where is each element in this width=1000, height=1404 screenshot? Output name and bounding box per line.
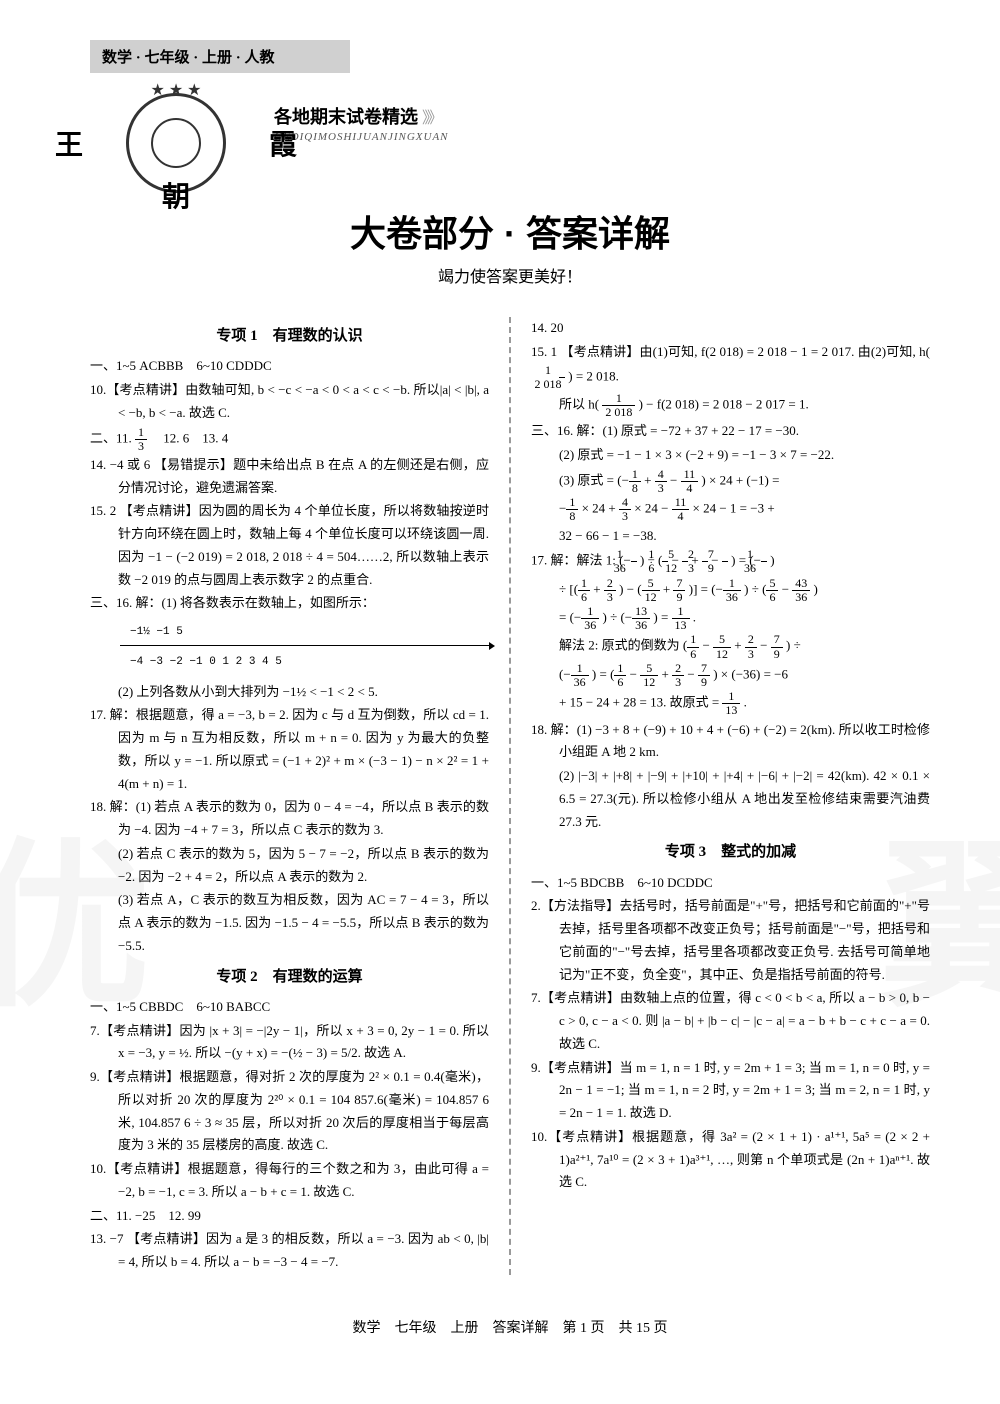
section3-title: 专项 3 整式的加减 <box>531 839 930 865</box>
nl-upper-labels: −1½ −1 5 <box>120 623 489 642</box>
logo-area: ★ ★ ★ 王 霞 朝 各地期末试卷精选 》》 GEDIQIMOSHIJUANJ… <box>90 93 930 193</box>
s1-q18b: (2) 若点 C 表示的数为 5，因为 5 − 7 = −2，所以点 B 表示的… <box>90 843 489 889</box>
s2-answers-1: 一、1~5 CBBDC 6~10 BABCC <box>90 996 489 1019</box>
column-divider <box>509 317 511 1275</box>
s1-q18a: 18. 解：(1) 若点 A 表示的数为 0，因为 0 − 4 = −4，所以点… <box>90 796 489 842</box>
s1-line2b: 12. 6 13. 4 <box>150 430 228 445</box>
left-column: 专项 1 有理数的认识 一、1~5 ACBBB 6~10 CDDDC 10.【考… <box>90 317 489 1275</box>
r-q17-line2: ÷ [(16 + 23 ) − (512 + 79 )] = (−136 ) ÷… <box>531 577 930 604</box>
frac-1-2018a: 12 018 <box>559 364 565 391</box>
r-q15: 15. 1 【考点精讲】由(1)可知, f(2 018) = 2 018 − 1… <box>531 341 930 391</box>
section1-title: 专项 1 有理数的认识 <box>90 323 489 349</box>
right-column: 14. 20 15. 1 【考点精讲】由(1)可知, f(2 018) = 2 … <box>531 317 930 1275</box>
s1-q10: 10.【考点精讲】由数轴可知, b < −c < −a < 0 < a < c … <box>90 379 489 425</box>
main-title: 大卷部分 · 答案详解 <box>90 205 930 257</box>
nl-tick-labels: −4 −3 −2 −1 0 1 2 3 4 5 <box>120 653 489 672</box>
r-q14: 14. 20 <box>531 317 930 340</box>
s2-q13: 13. −7 【考点精讲】因为 a 是 3 的相反数，所以 a = −3. 因为… <box>90 1228 489 1274</box>
r-q15-cont: 所以 h( 12 018 ) − f(2 018) = 2 018 − 2 01… <box>531 392 930 419</box>
r-q17-method2-1: 解法 2: 原式的倒数为 (16 − 512 + 23 − 79 ) ÷ <box>531 633 930 660</box>
s2-q9: 9.【考点精讲】根据题意，得对折 2 次的厚度为 2² × 0.1 = 0.4(… <box>90 1066 489 1157</box>
r-q16b: (2) 原式 = −1 − 1 × 3 × (−2 + 9) = −1 − 3 … <box>531 444 930 467</box>
r-q16c-3: 32 − 66 − 1 = −38. <box>531 525 930 548</box>
s1-q16a: 三、16. 解：(1) 将各数表示在数轴上，如图所示： <box>90 592 489 615</box>
s2-q7: 7.【考点精讲】因为 |x + 3| = −|2y − 1|，所以 x + 3 … <box>90 1020 489 1066</box>
frac-1-3: 13 <box>135 426 147 453</box>
frac-1-2018b: 12 018 <box>602 392 635 419</box>
logo-text-right: 霞 <box>269 123 297 163</box>
r-q17-line1: 17. 解：解法 1: (−136 ) ÷ (16 − 512 + 23 − 7… <box>531 548 930 575</box>
logo-star-icon: ★ ★ ★ <box>150 80 201 100</box>
series-arrows-icon: 》》 <box>422 110 440 127</box>
s2-q10: 10.【考点精讲】根据题意，得每行的三个数之和为 3，由此可得 a = −2, … <box>90 1158 489 1204</box>
series-title-block: 各地期末试卷精选 》》 GEDIQIMOSHIJUANJINGXUAN <box>274 93 449 143</box>
s1-line2a: 二、11. <box>90 430 132 445</box>
s1-q17: 17. 解：根据题意，得 a = −3, b = 2. 因为 c 与 d 互为倒… <box>90 704 489 795</box>
s1-q18c: (3) 若点 A，C 表示的数互为相反数，因为 AC = 7 − 4 = 3，所… <box>90 889 489 957</box>
columns-container: 专项 1 有理数的认识 一、1~5 ACBBB 6~10 CDDDC 10.【考… <box>90 317 930 1275</box>
s1-q15: 15. 2 【考点精讲】因为圆的周长为 4 个单位长度，所以将数轴按逆时针方向环… <box>90 500 489 591</box>
number-line-figure: −1½ −1 5 −4 −3 −2 −1 0 1 2 3 4 5 <box>120 623 489 673</box>
s1-answers-2: 二、11. 13 12. 6 13. 4 <box>90 426 489 453</box>
r-q16a: 三、16. 解：(1) 原式 = −72 + 37 + 22 − 17 = −3… <box>531 420 930 443</box>
r-q16c-2: −18 × 24 + 43 × 24 − 114 × 24 − 1 = −3 + <box>531 496 930 523</box>
r-q18b: (2) |−3| + |+8| + |−9| + |+10| + |+4| + … <box>531 765 930 833</box>
r-q18a: 18. 解：(1) −3 + 8 + (−9) + 10 + 4 + (−6) … <box>531 719 930 765</box>
nl-axis-line <box>120 645 489 653</box>
s3-q7: 7.【考点精讲】由数轴上点的位置，得 c < 0 < b < a, 所以 a −… <box>531 987 930 1055</box>
subtitle: 竭力使答案更美好！ <box>90 263 930 287</box>
s1-q14: 14. −4 或 6 【易错提示】题中未给出点 B 在点 A 的左侧还是右侧，应… <box>90 454 489 500</box>
logo-text-bottom: 朝 <box>162 175 190 215</box>
s3-q9: 9.【考点精讲】当 m = 1, n = 1 时, y = 2m + 1 = 3… <box>531 1057 930 1125</box>
r-q17-line3: = (−136 ) ÷ (−1336 ) = 113 . <box>531 605 930 632</box>
section2-title: 专项 2 有理数的运算 <box>90 964 489 990</box>
header-band: 数学 · 七年级 · 上册 · 人教 <box>90 40 350 73</box>
r-q17-method2-2: (−136 ) = (16 − 512 + 23 − 79 ) × (−36) … <box>531 662 930 689</box>
logo-text-left: 王 <box>55 123 83 163</box>
logo-inner <box>151 118 201 168</box>
s3-q2: 2.【方法指导】去括号时，括号前面是"+"号，把括号和它前面的"+"号去掉，括号… <box>531 895 930 986</box>
s2-answers-2: 二、11. −25 12. 99 <box>90 1205 489 1228</box>
s1-q16b: (2) 上列各数从小到大排列为 −1½ < −1 < 2 < 5. <box>90 681 489 704</box>
r-q16c: (3) 原式 = (−18 + 43 − 114 ) × 24 + (−1) = <box>531 468 930 495</box>
series-pinyin: GEDIQIMOSHIJUANJINGXUAN <box>274 131 449 143</box>
s3-answers-1: 一、1~5 BDCBB 6~10 DCDDC <box>531 872 930 895</box>
s1-answers-1: 一、1~5 ACBBB 6~10 CDDDC <box>90 355 489 378</box>
s3-q10: 10.【考点精讲】根据题意，得 3a² = (2 × 1 + 1) · a¹⁺¹… <box>531 1126 930 1194</box>
r-q17-method2-3: + 15 − 24 + 28 = 13. 故原式 = 113 . <box>531 690 930 717</box>
page-footer: 数学 七年级 上册 答案详解 第 1 页 共 15 页 <box>90 1305 930 1337</box>
